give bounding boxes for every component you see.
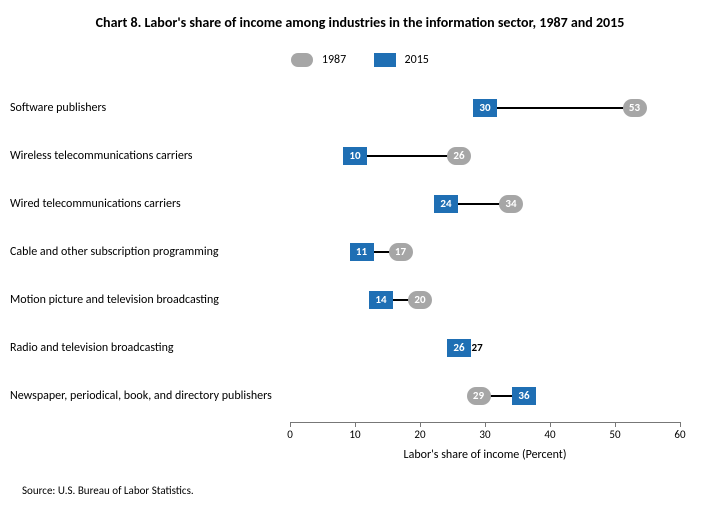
source-text: Source: U.S. Bureau of Labor Statistics. (22, 484, 194, 497)
x-tick (550, 422, 551, 427)
marker-2015: 11 (350, 243, 374, 261)
legend-item-1987: 1987 (291, 53, 346, 67)
row-label: Cable and other subscription programming (10, 228, 280, 276)
chart-row: Newspaper, periodical, book, and directo… (0, 372, 720, 420)
row-label: Software publishers (10, 84, 280, 132)
x-tick-label: 20 (414, 428, 425, 441)
chart-row: Radio and television broadcasting2726 (0, 324, 720, 372)
marker-1987: 26 (447, 147, 471, 165)
legend-label-1987: 1987 (322, 53, 346, 67)
row-track: 26 10 (290, 132, 680, 180)
value-1987: 27 (472, 341, 483, 354)
row-label: Newspaper, periodical, book, and directo… (10, 372, 280, 420)
legend-marker-1987 (291, 53, 313, 67)
marker-2015: 30 (473, 99, 497, 117)
x-tick-label: 10 (349, 428, 360, 441)
marker-1987: 17 (389, 243, 413, 261)
marker-1987: 20 (408, 291, 432, 309)
row-label: Radio and television broadcasting (10, 324, 280, 372)
plot-area: Software publishers 53 30 Wireless telecomm… (0, 84, 720, 424)
row-label: Wireless telecommunications carriers (10, 132, 280, 180)
x-tick (680, 422, 681, 427)
connector-line (355, 155, 459, 157)
x-tick-label: 30 (479, 428, 490, 441)
legend-label-2015: 2015 (405, 53, 429, 67)
x-tick-label: 60 (674, 428, 685, 441)
x-tick-label: 0 (287, 428, 293, 441)
marker-2015: 26 (447, 339, 471, 357)
legend: 1987 2015 (0, 50, 720, 69)
row-track: 29 36 (290, 372, 680, 420)
row-track: 53 30 (290, 84, 680, 132)
x-tick-label: 50 (609, 428, 620, 441)
x-tick (485, 422, 486, 427)
legend-item-2015: 2015 (374, 53, 429, 67)
marker-1987: 29 (467, 387, 491, 405)
marker-2015: 14 (369, 291, 393, 309)
legend-marker-2015 (374, 53, 396, 67)
x-tick (420, 422, 421, 427)
x-tick (355, 422, 356, 427)
x-tick (615, 422, 616, 427)
marker-1987: 53 (623, 99, 647, 117)
x-tick (290, 422, 291, 427)
connector-line (485, 107, 635, 109)
marker-2015: 10 (343, 147, 367, 165)
chart-row: Wireless telecommunications carriers 26 10 (0, 132, 720, 180)
chart-row: Motion picture and television broadcasti… (0, 276, 720, 324)
x-tick-label: 40 (544, 428, 555, 441)
row-label: Motion picture and television broadcasti… (10, 276, 280, 324)
x-axis-title: Labor's share of income (Percent) (290, 448, 680, 462)
marker-2015: 24 (434, 195, 458, 213)
chart-row: Wired telecommunications carriers 34 24 (0, 180, 720, 228)
row-track: 2726 (290, 324, 680, 372)
row-track: 2014 (290, 276, 680, 324)
marker-2015: 36 (512, 387, 536, 405)
row-track: 34 24 (290, 180, 680, 228)
chart-title: Chart 8. Labor's share of income among i… (0, 14, 720, 31)
chart-row: Software publishers 53 30 (0, 84, 720, 132)
chart-row: Cable and other subscription programming… (0, 228, 720, 276)
marker-1987: 34 (499, 195, 523, 213)
row-track: 1711 (290, 228, 680, 276)
row-label: Wired telecommunications carriers (10, 180, 280, 228)
